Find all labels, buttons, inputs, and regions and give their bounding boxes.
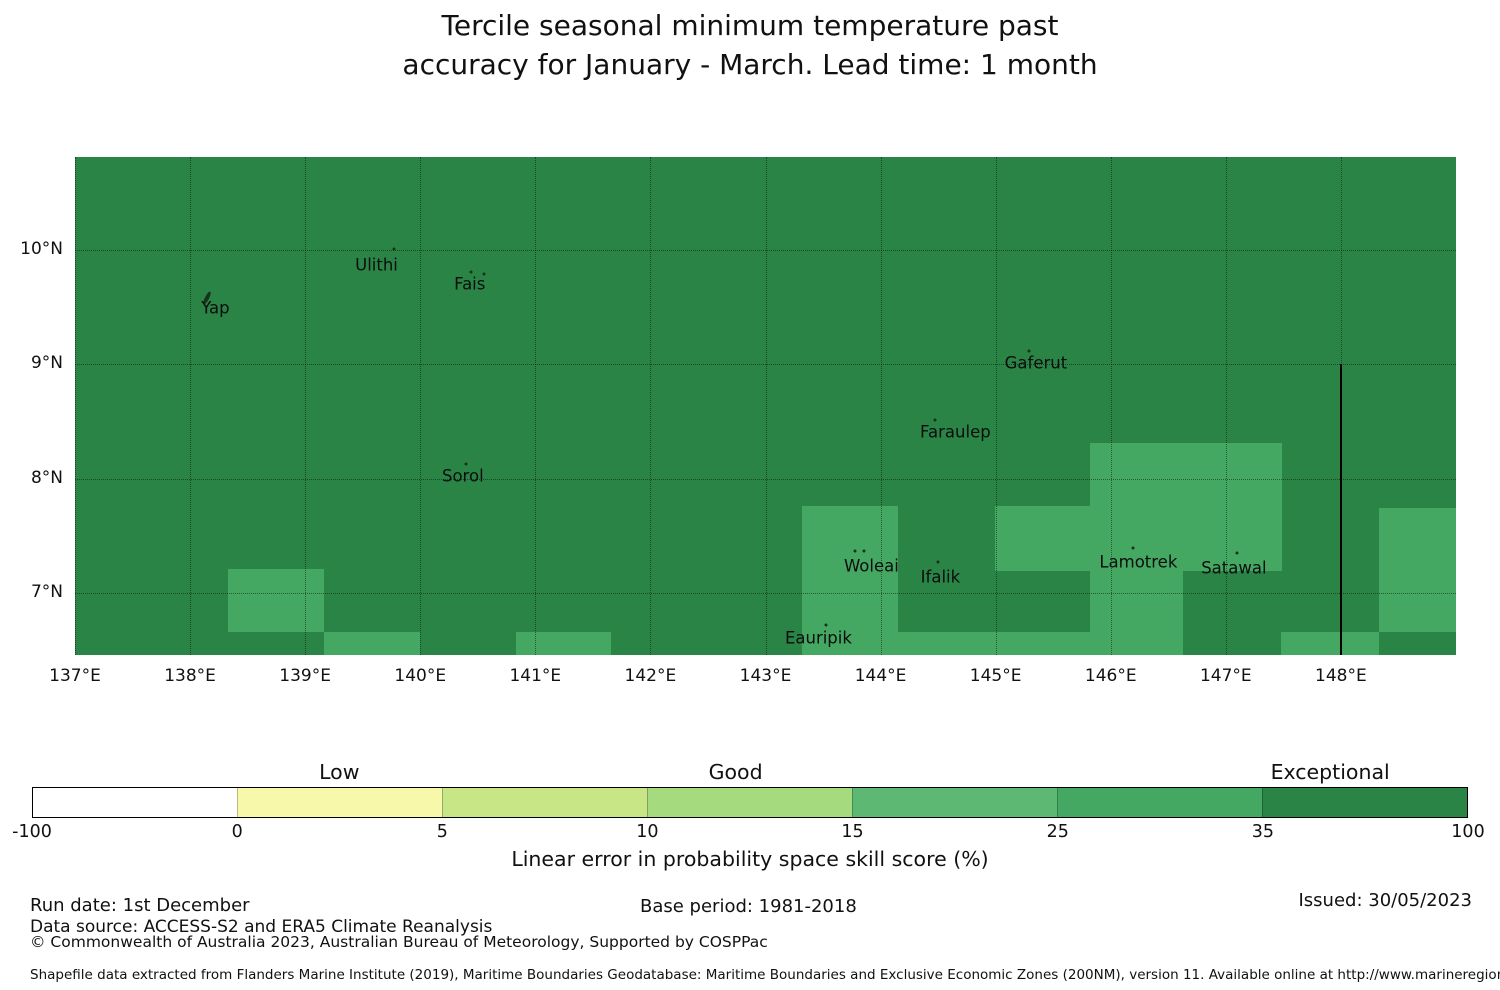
colorbar-category-label: Good [708,760,763,784]
y-tick-label: 9°N [30,353,63,374]
skill-cell [1378,508,1456,632]
x-tick-label: 141°E [509,666,562,686]
copyright-text: © Commonwealth of Australia 2023, Austra… [30,933,768,951]
skill-cell [1090,443,1283,507]
island-label-lamotrek: Lamotrek [1099,552,1178,572]
island-label-ulithi: Ulithi [355,255,398,275]
x-tick-label: 145°E [969,666,1022,686]
skill-cell [994,506,1283,572]
island-label-sorol: Sorol [441,466,484,486]
issued-date-text: Issued: 30/05/2023 [1298,890,1472,911]
colorbar-segment [442,788,647,817]
meridian-gridline [305,157,307,655]
x-tick-label: 143°E [739,666,792,686]
ifalik-island-marker [936,560,940,564]
meridian-gridline [190,157,192,655]
island-label-yap: Yap [201,298,230,318]
meridian-gridline [535,157,537,655]
island-label-gaferut: Gaferut [1004,353,1068,373]
meridian-gridline [765,157,767,655]
skill-cell [897,631,1184,655]
meridian-gridline [1110,157,1112,655]
island-label-ifalik: Ifalik [920,567,961,587]
y-tick-label: 10°N [20,238,63,259]
island-label-faraulep: Faraulep [920,422,991,442]
y-tick-label: 8°N [30,467,63,488]
skill-cell [323,631,421,655]
x-tick-label: 146°E [1084,666,1137,686]
sorol-island-marker [464,462,468,466]
run-date-text: Run date: 1st December [30,895,250,916]
map-panel: Yap Ulithi Fais Sorol Gaferut Faraulep Woleai I… [75,157,1456,655]
colorbar-segment [1262,788,1467,817]
parallel-gridline [75,249,1456,251]
colorbar-segment [33,788,237,817]
lamotrek-island-marker [1131,546,1135,550]
meridian-gridline [420,157,422,655]
colorbar-segment [852,788,1057,817]
colorbar-tick-label: 25 [1046,822,1069,842]
skill-cell [802,506,898,655]
chart-title: Tercile seasonal minimum temperature pas… [0,6,1500,84]
woleai-island-marker [862,549,866,553]
meridian-gridline [1225,157,1227,655]
colorbar-category-label: Exceptional [1270,760,1390,784]
data-source-text: Data source: ACCESS-S2 and ERA5 Climate … [30,917,493,937]
colorbar-tick-label: 100 [1451,822,1485,842]
y-tick-label: 7°N [30,582,63,603]
meridian-gridline [75,157,76,655]
x-tick-label: 137°E [49,666,101,686]
colorbar-tick-label: 0 [231,822,243,842]
x-tick-label: 139°E [279,666,332,686]
base-period-text: Base period: 1981-2018 [640,896,857,917]
parallel-gridline [75,364,1456,366]
colorbar-segment [237,788,442,817]
satawal-island-marker [1235,551,1239,555]
fais-island-marker [482,272,486,276]
meridian-gridline [650,157,652,655]
eez-boundary-line [1339,364,1342,655]
colorbar [32,787,1468,818]
meridian-gridline [995,157,997,655]
island-label-fais: Fais [454,274,486,294]
skill-cell [228,569,324,632]
colorbar-tick-label: 15 [841,822,864,842]
eauripik-island-marker [824,623,828,627]
skill-cell [1281,631,1379,655]
ulithi-island-marker [392,247,396,251]
meridian-gridline [880,157,882,655]
faraulep-island-marker [933,418,937,422]
gaferut-island-marker [1027,349,1031,353]
x-tick-label: 148°E [1315,666,1367,686]
x-tick-label: 142°E [624,666,677,686]
x-tick-label: 147°E [1199,666,1252,686]
parallel-gridline [75,593,1456,595]
woleai-island-marker [853,549,857,553]
parallel-gridline [75,478,1456,480]
x-tick-label: 144°E [854,666,907,686]
x-tick-label: 140°E [394,666,447,686]
chart-title-line2: accuracy for January - March. Lead time:… [402,48,1098,81]
colorbar-tick-label: 10 [636,822,659,842]
shapefile-note-text: Shapefile data extracted from Flanders M… [30,967,1500,983]
island-label-eauripik: Eauripik [784,628,852,648]
colorbar-tick-label: 35 [1251,822,1274,842]
colorbar-axis-label: Linear error in probability space skill … [511,847,989,871]
fais-island-marker [469,270,473,274]
colorbar-segment [647,788,852,817]
colorbar-category-label: Low [319,760,360,784]
colorbar-tick-label: 5 [436,822,448,842]
island-label-satawal: Satawal [1201,558,1267,578]
x-tick-label: 138°E [164,666,216,686]
chart-title-line1: Tercile seasonal minimum temperature pas… [441,9,1059,42]
skill-cell [515,631,612,655]
colorbar-segment [1057,788,1262,817]
colorbar-tick-label: -100 [12,822,52,842]
island-label-woleai: Woleai [843,556,899,576]
